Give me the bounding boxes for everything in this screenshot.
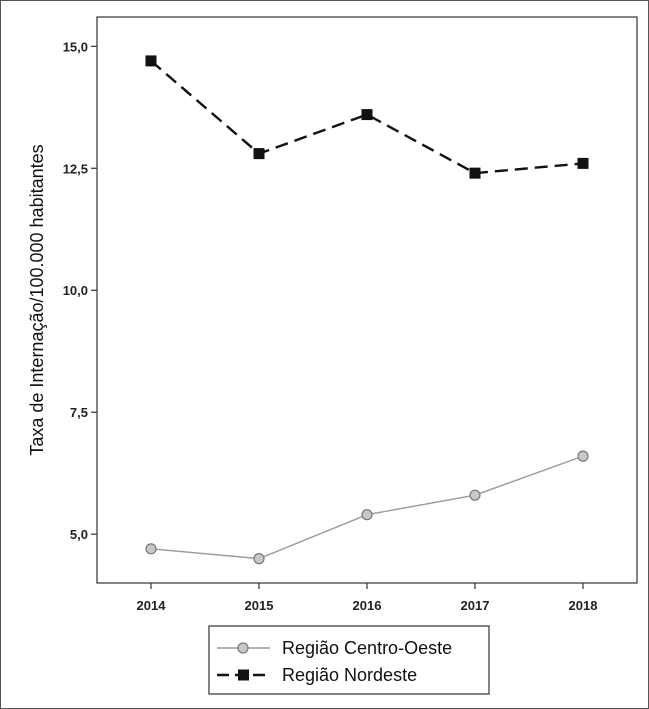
legend-label: Região Nordeste [282, 665, 417, 685]
data-point-square [577, 157, 589, 169]
data-point-circle [253, 553, 265, 565]
series-layer [145, 55, 589, 565]
y-tick-label: 15,0 [63, 39, 88, 54]
data-point-square [145, 55, 157, 67]
legend: Região Centro-Oeste Região Nordeste [208, 625, 490, 695]
data-point-square [361, 109, 373, 121]
data-point-circle [469, 489, 481, 501]
x-tick-label: 2016 [353, 598, 382, 613]
legend-label: Região Centro-Oeste [282, 638, 452, 658]
x-tick-label: 2018 [569, 598, 598, 613]
y-tick-label: 5,0 [70, 527, 88, 542]
legend-marker-square [238, 669, 249, 681]
y-axis-title: Taxa de Internação/100.000 habitantes [27, 144, 47, 455]
y-axis-ticks: 5,0 7,5 10,0 12,5 15,0 [63, 39, 97, 542]
x-tick-label: 2017 [461, 598, 490, 613]
y-tick-label: 7,5 [70, 405, 88, 420]
data-point-circle [361, 509, 373, 521]
data-point-square [469, 167, 481, 179]
x-axis-ticks: 2014 2015 2016 2017 2018 [137, 583, 598, 613]
legend-box [208, 625, 490, 695]
data-point-circle [577, 450, 589, 462]
x-tick-label: 2015 [245, 598, 274, 613]
data-point-circle [145, 543, 157, 555]
data-point-square [253, 148, 265, 160]
y-tick-label: 10,0 [63, 283, 88, 298]
legend-marker-circle [237, 642, 249, 654]
y-tick-label: 12,5 [63, 161, 88, 176]
x-tick-label: 2014 [137, 598, 167, 613]
plot-area [96, 16, 638, 584]
